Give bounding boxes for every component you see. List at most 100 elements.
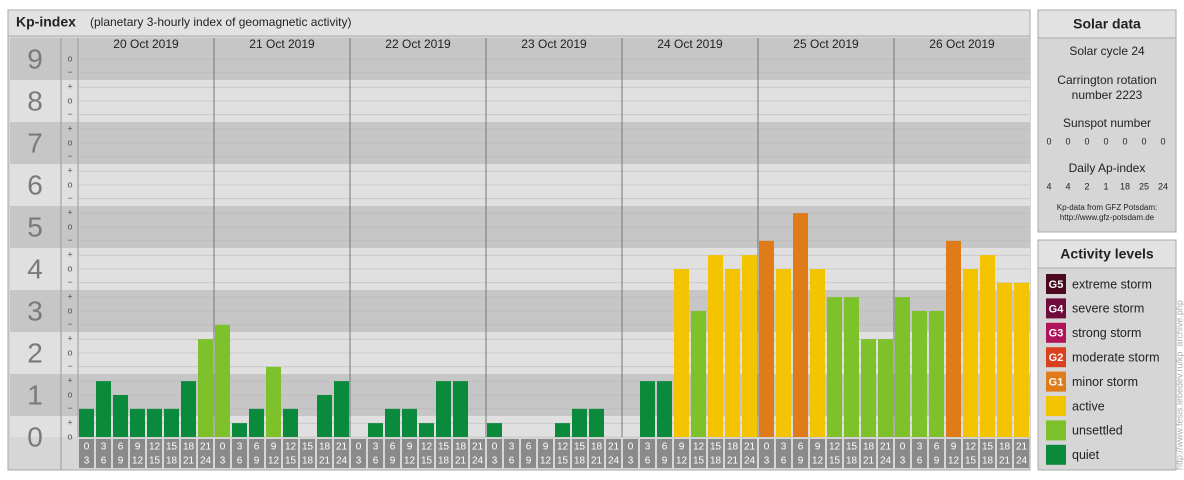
slot-end: 9	[390, 456, 396, 467]
minor-tick-label: o	[67, 137, 72, 147]
slot-end: 6	[373, 456, 379, 467]
slot-start: 3	[781, 442, 787, 453]
bar	[181, 381, 196, 437]
y-tick-label: 5	[27, 211, 43, 242]
slot-end: 15	[421, 456, 433, 467]
slot-end: 9	[526, 456, 532, 467]
slot-start: 12	[557, 442, 569, 453]
legend-label: active	[1072, 399, 1105, 413]
slot-start: 18	[999, 442, 1011, 453]
time-box	[572, 439, 587, 468]
ap-value: 24	[1158, 181, 1168, 191]
slot-start: 9	[271, 442, 277, 453]
time-box	[589, 439, 604, 468]
slot-end: 12	[268, 456, 280, 467]
bar	[657, 381, 672, 437]
bar	[861, 339, 876, 437]
minor-tick-label: +	[67, 418, 72, 428]
carrington: number 2223	[1072, 88, 1143, 102]
time-box	[317, 439, 332, 468]
bar	[963, 269, 978, 437]
slot-start: 6	[526, 442, 532, 453]
slot-end: 24	[880, 456, 892, 467]
legend-swatch	[1046, 322, 1066, 343]
minor-tick-label: −	[67, 277, 72, 287]
slot-end: 3	[900, 456, 906, 467]
time-box	[402, 439, 417, 468]
legend-code: G2	[1049, 352, 1064, 364]
minor-tick-label: −	[67, 193, 72, 203]
carrington: Carrington rotation	[1057, 73, 1156, 87]
slot-start: 21	[472, 442, 484, 453]
ap-value: 25	[1139, 181, 1149, 191]
solar-cycle: Solar cycle 24	[1069, 44, 1145, 58]
bar	[487, 423, 502, 437]
ap-value: 4	[1065, 181, 1070, 191]
time-box	[283, 439, 298, 468]
time-box	[453, 439, 468, 468]
bar	[96, 381, 111, 437]
sunspot-value: 0	[1084, 136, 1089, 146]
bar	[555, 423, 570, 437]
slot-start: 9	[407, 442, 413, 453]
slot-end: 6	[509, 456, 515, 467]
minor-tick-label: +	[67, 82, 72, 92]
time-box	[334, 439, 349, 468]
slot-end: 6	[781, 456, 787, 467]
slot-end: 21	[183, 456, 195, 467]
legend-code: G3	[1049, 328, 1064, 340]
bar	[334, 381, 349, 437]
legend-code: G1	[1049, 377, 1064, 389]
bar	[742, 255, 757, 437]
slot-start: 21	[336, 442, 348, 453]
slot-end: 15	[693, 456, 705, 467]
slot-start: 18	[455, 442, 467, 453]
slot-end: 12	[812, 456, 824, 467]
slot-end: 24	[336, 456, 348, 467]
slot-end: 15	[149, 456, 161, 467]
bar	[232, 423, 247, 437]
minor-tick-label: o	[67, 389, 72, 399]
ap-label: Daily Ap-index	[1069, 161, 1146, 175]
legend-swatch	[1046, 444, 1066, 465]
time-box	[113, 439, 128, 468]
sunspot-value: 0	[1122, 136, 1127, 146]
slot-start: 6	[798, 442, 804, 453]
slot-start: 6	[118, 442, 124, 453]
minor-tick-label: +	[67, 166, 72, 176]
ap-value: 4	[1046, 181, 1051, 191]
slot-start: 12	[149, 442, 161, 453]
sunspot-value: 0	[1103, 136, 1108, 146]
slot-end: 21	[863, 456, 875, 467]
activity-header	[1037, 239, 1177, 269]
ap-value: 1	[1103, 181, 1108, 191]
y-tick-label: 6	[27, 169, 43, 200]
time-box	[657, 439, 672, 468]
slot-end: 18	[438, 456, 450, 467]
time-box	[861, 439, 876, 468]
minor-tick-label: +	[67, 376, 72, 386]
time-box	[555, 439, 570, 468]
time-box	[215, 439, 230, 468]
time-box	[946, 439, 961, 468]
time-box	[487, 439, 502, 468]
time-box	[776, 439, 791, 468]
slot-start: 15	[982, 442, 994, 453]
time-box	[198, 439, 213, 468]
day-label: 21 Oct 2019	[249, 37, 315, 51]
y-tick-label: 2	[27, 337, 43, 368]
minor-tick-label: −	[67, 319, 72, 329]
bar	[589, 408, 604, 437]
bar	[793, 213, 808, 437]
bar	[725, 269, 740, 437]
slot-end: 6	[645, 456, 651, 467]
slot-end: 12	[948, 456, 960, 467]
bar	[946, 240, 961, 437]
bar	[572, 408, 587, 437]
slot-end: 15	[829, 456, 841, 467]
bar	[317, 395, 332, 437]
minor-tick-label: o	[67, 431, 72, 441]
time-box	[708, 439, 723, 468]
bar	[79, 408, 94, 437]
